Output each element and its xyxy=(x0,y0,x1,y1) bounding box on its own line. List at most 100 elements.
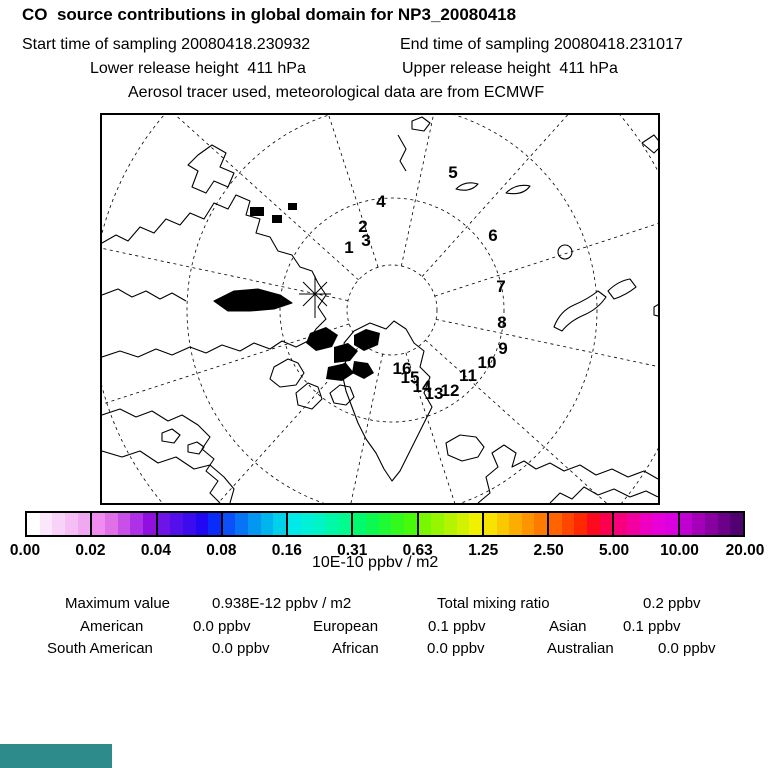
colorbar-tick-label: 20.00 xyxy=(725,542,765,559)
colorbar-segment xyxy=(677,513,743,535)
trajectory-point-label: 3 xyxy=(361,231,371,250)
colorbar-segment xyxy=(481,513,548,535)
colorbar-cell xyxy=(652,513,666,535)
text-item: 0.2 ppbv xyxy=(643,595,701,612)
text-item: European xyxy=(313,618,379,635)
colorbar-segment xyxy=(155,513,221,535)
colorbar-cell xyxy=(717,513,731,535)
footer-swatch xyxy=(0,744,112,768)
colorbar-cell xyxy=(77,513,91,535)
colorbar-tick-label: 0.04 xyxy=(140,542,171,559)
colorbar-tick-label: 0.16 xyxy=(271,542,302,559)
text-item: 0.0 ppbv xyxy=(193,618,251,635)
text-item: 0.1 ppbv xyxy=(428,618,486,635)
trajectory-point-label: 1 xyxy=(344,238,354,257)
colorbar-cell xyxy=(64,513,78,535)
colorbar-cell xyxy=(443,513,457,535)
trajectory-point-label: 16 xyxy=(392,359,412,378)
trajectory-point-label: 11 xyxy=(459,366,477,385)
text-item: Start time of sampling 20080418.230932 xyxy=(22,36,311,53)
colorbar-cell xyxy=(170,513,183,535)
colorbar-segment xyxy=(286,513,352,535)
text-item: 10E-10 ppbv / m2 xyxy=(312,554,439,571)
text-item: End time of sampling 20080418.231017 xyxy=(400,36,683,53)
colorbar-cell xyxy=(273,513,287,535)
colorbar-cell xyxy=(704,513,718,535)
coastlines xyxy=(102,116,658,503)
colorbar-cell xyxy=(496,513,510,535)
trajectory-point-label: 9 xyxy=(498,339,508,358)
colorbar-cell xyxy=(521,513,535,535)
colorbar-cell xyxy=(614,513,628,535)
trajectory-point-label: 2 xyxy=(358,217,368,236)
colorbar-cell xyxy=(182,513,196,535)
trajectory-point-label: 4 xyxy=(376,192,386,211)
trajectory-point-label: 12 xyxy=(440,381,460,400)
colorbar-cell xyxy=(353,513,366,535)
map-canvas xyxy=(102,115,658,503)
colorbar-tick-label: 0.02 xyxy=(75,542,106,559)
colorbar-cell xyxy=(117,513,131,535)
colorbar-cell xyxy=(378,513,392,535)
colorbar-segment xyxy=(27,513,91,535)
trajectory-point-label: 7 xyxy=(496,277,506,296)
colorbar-cell xyxy=(403,513,417,535)
colorbar-cell xyxy=(195,513,209,535)
colorbar-cell xyxy=(260,513,274,535)
colorbar-cell xyxy=(157,513,171,535)
colorbar-cell xyxy=(639,513,653,535)
colorbar-cell xyxy=(679,513,693,535)
colorbar-cell xyxy=(92,513,105,535)
colorbar-cell xyxy=(326,513,339,535)
colorbar-cell xyxy=(627,513,640,535)
colorbar-cell xyxy=(391,513,404,535)
graticule-lines xyxy=(102,115,658,503)
colorbar-cell xyxy=(52,513,65,535)
trajectory-point-label: 13 xyxy=(424,384,444,403)
colorbar-cell xyxy=(338,513,352,535)
colorbar-cell xyxy=(549,513,562,535)
colorbar-segment xyxy=(547,513,613,535)
colorbar-cell xyxy=(39,513,53,535)
colorbar-cell xyxy=(469,513,482,535)
text-item: 0.0 ppbv xyxy=(658,640,716,657)
colorbar-tick-label: 1.25 xyxy=(468,542,499,559)
colorbar-cell xyxy=(130,513,143,535)
colorbar-cell xyxy=(222,513,236,535)
trajectory-point-label: 8 xyxy=(497,313,507,332)
colorbar-cell xyxy=(300,513,314,535)
colorbar-cell xyxy=(142,513,156,535)
colorbar-segment xyxy=(416,513,482,535)
colorbar-cell xyxy=(431,513,444,535)
text-item: 0.0 ppbv xyxy=(212,640,270,657)
text-item: Asian xyxy=(549,618,587,635)
colorbar-cell xyxy=(587,513,600,535)
colorbar-cell xyxy=(534,513,548,535)
colorbar-cell xyxy=(235,513,249,535)
text-item: Upper release height 411 hPa xyxy=(402,60,618,77)
colorbar-cell xyxy=(692,513,705,535)
colorbar-cell xyxy=(665,513,678,535)
colorbar-segment xyxy=(351,513,417,535)
trajectory-point-label: 10 xyxy=(477,353,497,372)
colorbar-cell xyxy=(456,513,470,535)
trajectory-point-label: 14 xyxy=(412,377,432,396)
text-item: 0.0 ppbv xyxy=(427,640,485,657)
text-item: 0.938E-12 ppbv / m2 xyxy=(212,595,352,612)
colorbar-cell xyxy=(730,513,743,535)
colorbar-tick-label: 0.31 xyxy=(337,542,368,559)
colorbar-segment xyxy=(220,513,287,535)
release-marker-icon xyxy=(299,276,331,318)
colorbar-cell xyxy=(483,513,497,535)
colorbar-tick-label: 0.63 xyxy=(402,542,433,559)
colorbar-cell xyxy=(313,513,327,535)
colorbar-cell xyxy=(365,513,379,535)
colorbar-tick-label: 0.00 xyxy=(9,542,41,559)
text-item: 0.1 ppbv xyxy=(623,618,681,635)
polar-map: 1 2 3 4 5 6 7 8 9 10 11 12 13 14 15 16 xyxy=(100,113,660,505)
colorbar-cell xyxy=(208,513,221,535)
colorbar-tick-label: 5.00 xyxy=(598,542,630,559)
colorbar-cell xyxy=(104,513,118,535)
trajectory-point-label: 15 xyxy=(400,368,420,387)
